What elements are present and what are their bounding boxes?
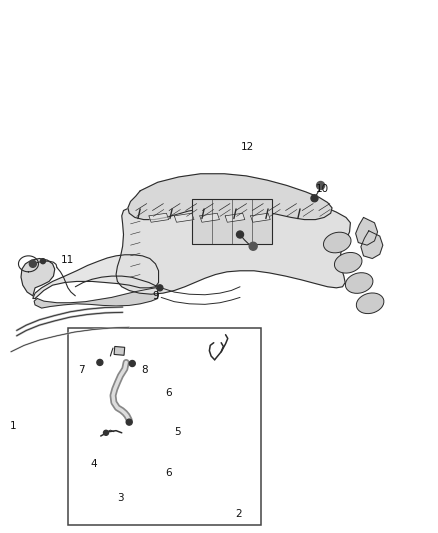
Text: 3: 3 [117,494,124,503]
Text: 5: 5 [174,427,181,437]
Text: 10: 10 [315,184,328,194]
Circle shape [103,430,109,435]
Ellipse shape [324,232,351,253]
Ellipse shape [346,273,373,293]
Bar [192,199,272,244]
Text: 1: 1 [10,422,17,431]
Bar [114,346,125,356]
Circle shape [237,231,244,238]
Circle shape [249,242,257,251]
Polygon shape [149,213,169,222]
Polygon shape [225,213,245,222]
Circle shape [317,181,325,190]
Polygon shape [361,231,383,259]
Polygon shape [128,174,332,220]
Text: 12: 12 [241,142,254,151]
Text: 8: 8 [141,366,148,375]
Text: 9: 9 [152,291,159,301]
Bar [68,328,261,525]
Text: 6: 6 [165,469,172,478]
Text: 2: 2 [235,510,242,519]
Polygon shape [200,213,219,222]
Polygon shape [356,217,378,245]
Circle shape [40,259,46,264]
Polygon shape [174,213,194,222]
Ellipse shape [357,293,384,313]
Polygon shape [21,259,55,296]
Circle shape [29,260,36,268]
Polygon shape [251,213,270,222]
Polygon shape [116,181,350,294]
Text: 4: 4 [91,459,98,469]
Circle shape [311,195,318,202]
Circle shape [126,419,132,425]
Polygon shape [33,255,159,298]
Circle shape [97,359,103,366]
Text: 6: 6 [165,389,172,398]
Circle shape [129,360,135,367]
Ellipse shape [335,253,362,273]
Text: 7: 7 [78,366,85,375]
Text: 11: 11 [61,255,74,265]
Circle shape [157,285,163,291]
Polygon shape [34,288,158,308]
